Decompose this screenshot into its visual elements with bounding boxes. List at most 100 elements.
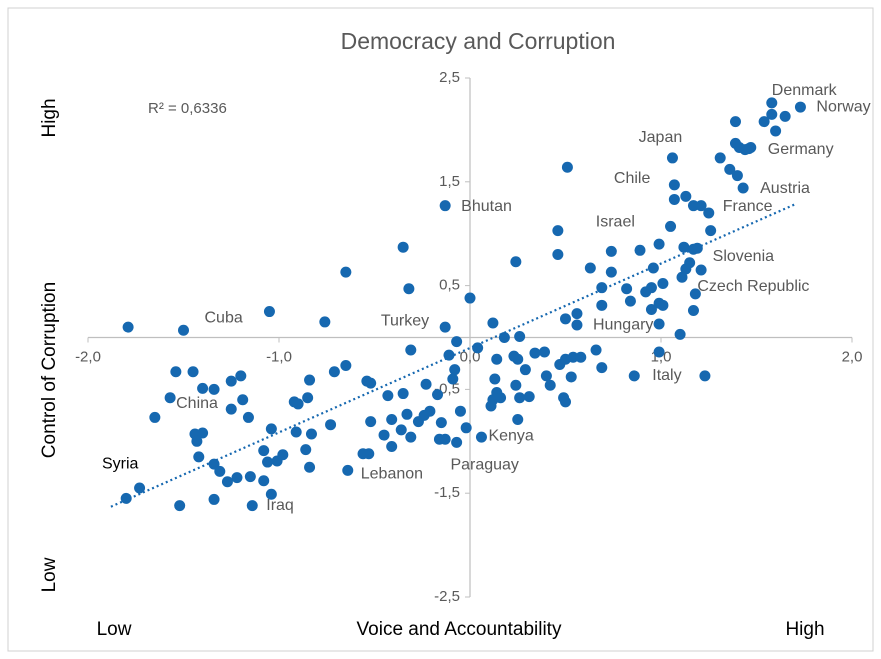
data-point xyxy=(512,414,524,426)
data-point xyxy=(365,377,377,389)
data-point xyxy=(262,456,274,468)
data-point xyxy=(191,435,203,447)
data-point xyxy=(258,445,270,457)
data-point xyxy=(439,200,451,212)
data-point xyxy=(208,383,220,395)
data-point xyxy=(420,378,432,390)
data-point xyxy=(687,305,699,317)
point-label: Slovenia xyxy=(713,248,774,265)
data-point xyxy=(242,411,254,423)
data-point xyxy=(265,488,277,500)
data-point xyxy=(514,330,526,342)
point-label: Paraguay xyxy=(450,456,519,473)
data-point xyxy=(510,256,522,268)
y-tick-label: 2,5 xyxy=(439,69,460,86)
data-point xyxy=(687,200,699,212)
data-point xyxy=(178,324,189,336)
point-label: Lebanon xyxy=(361,466,423,483)
data-point xyxy=(120,492,132,504)
data-point xyxy=(187,366,199,378)
data-point xyxy=(290,426,302,438)
data-point xyxy=(519,364,531,376)
data-point xyxy=(561,161,573,173)
y-tick-label: 0,5 xyxy=(439,277,460,294)
data-point xyxy=(403,283,415,295)
data-point xyxy=(653,318,665,330)
data-point xyxy=(328,366,340,378)
point-label: Czech Republic xyxy=(697,278,809,295)
point-label: Cuba xyxy=(205,309,243,326)
data-point xyxy=(302,392,314,404)
data-point xyxy=(340,266,352,278)
data-point xyxy=(680,190,692,202)
data-point xyxy=(729,116,741,128)
data-point xyxy=(386,414,398,426)
data-point xyxy=(571,319,583,331)
data-point xyxy=(122,321,134,333)
x-low-label: Low xyxy=(97,619,132,640)
x-axis-label: Voice and Accountability xyxy=(357,619,562,640)
data-point xyxy=(714,152,726,164)
y-tick-label: 1,5 xyxy=(439,173,460,190)
data-point xyxy=(464,292,476,304)
point-label: France xyxy=(723,198,773,215)
data-point xyxy=(304,374,316,386)
data-point xyxy=(571,308,583,320)
data-point xyxy=(510,379,522,391)
data-point xyxy=(304,461,316,473)
data-point xyxy=(567,351,579,363)
data-point xyxy=(472,342,484,354)
data-point xyxy=(451,336,463,348)
data-point xyxy=(231,472,243,484)
data-point xyxy=(689,288,701,300)
point-label: Norway xyxy=(816,98,870,115)
data-point xyxy=(397,388,409,400)
data-point xyxy=(544,379,556,391)
y-tick-label: -1,5 xyxy=(434,484,460,501)
data-point xyxy=(657,278,669,290)
data-point xyxy=(208,493,220,505)
data-point xyxy=(634,244,646,256)
data-point xyxy=(487,317,499,329)
point-label: Israel xyxy=(596,214,635,231)
data-point xyxy=(435,417,447,429)
data-point xyxy=(605,245,617,257)
data-point xyxy=(485,400,497,412)
data-point xyxy=(680,263,692,275)
data-point xyxy=(565,371,577,383)
data-point xyxy=(596,362,608,374)
data-point xyxy=(300,444,312,456)
data-point xyxy=(766,97,778,109)
data-point xyxy=(340,360,352,372)
data-point xyxy=(653,238,665,250)
point-label: Iraq xyxy=(266,497,294,514)
data-point xyxy=(164,392,176,404)
data-point xyxy=(491,353,503,365)
data-point xyxy=(447,373,459,385)
data-point xyxy=(766,108,778,120)
data-point xyxy=(668,179,680,191)
data-point xyxy=(695,264,707,276)
point-label: Syria xyxy=(102,456,139,473)
data-point xyxy=(758,116,770,128)
data-point xyxy=(244,471,256,483)
point-label: Japan xyxy=(639,129,683,146)
data-point xyxy=(397,241,409,253)
data-point xyxy=(724,163,736,175)
data-point xyxy=(678,241,690,253)
data-point xyxy=(596,299,608,311)
data-point xyxy=(560,396,571,408)
data-point xyxy=(325,419,337,431)
data-point xyxy=(378,429,390,441)
point-label: Denmark xyxy=(772,82,838,99)
data-point xyxy=(596,282,608,294)
data-point xyxy=(246,500,258,512)
data-point xyxy=(552,248,564,260)
data-point xyxy=(645,282,657,294)
data-point xyxy=(552,225,564,237)
data-point xyxy=(590,344,602,356)
data-point xyxy=(305,428,317,440)
data-point xyxy=(695,200,707,212)
x-tick-label: 2,0 xyxy=(842,348,863,365)
